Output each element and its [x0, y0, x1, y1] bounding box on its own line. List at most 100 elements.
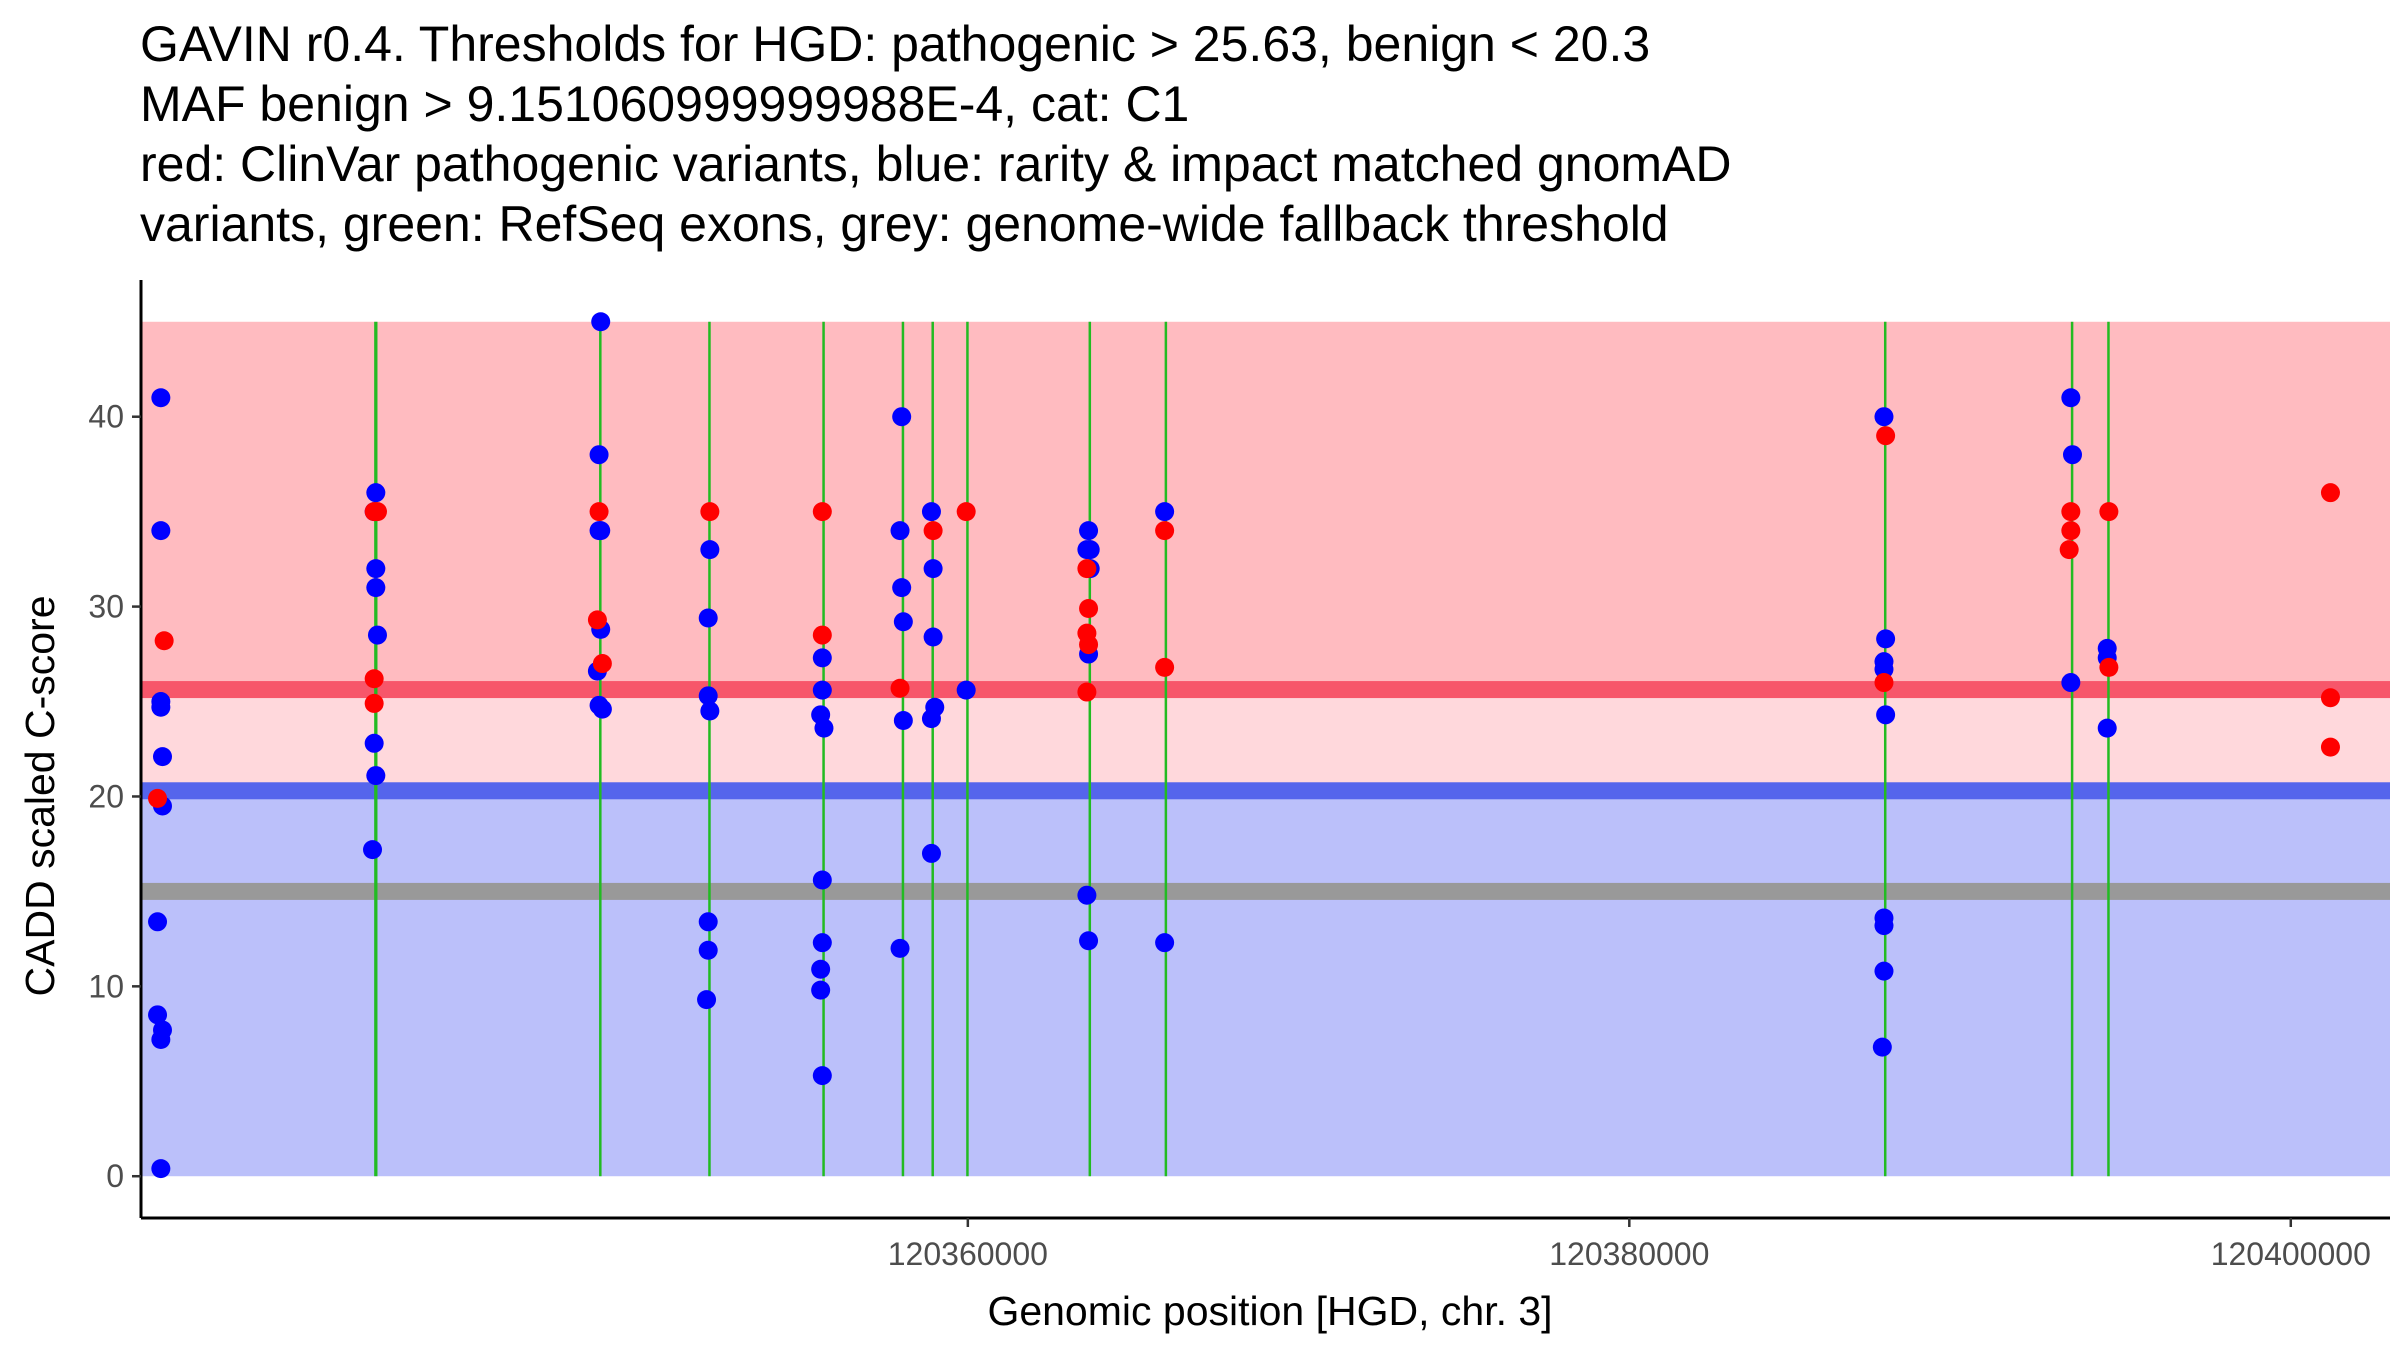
gnomad-point-58 [1080, 540, 1100, 560]
x-tick-label-1: 120380000 [1549, 1236, 1709, 1272]
exon-11 [2107, 321, 2110, 1177]
gnomad-point-62 [1079, 931, 1099, 951]
gnomad-point-75 [2062, 445, 2082, 465]
gnomad-point-73 [1872, 1037, 1892, 1057]
gnomad-point-12 [366, 483, 386, 503]
gnomad-point-79 [2097, 718, 2117, 738]
gnomad-point-69 [1876, 705, 1896, 725]
y-tick-label-3: 30 [88, 589, 124, 625]
gnomad-point-27 [700, 540, 720, 560]
x-axis-title: Genomic position [HGD, chr. 3] [987, 1288, 1552, 1334]
threshold-line-benign [141, 782, 2390, 800]
gnomad-point-76 [2061, 673, 2081, 693]
gnomad-point-54 [921, 843, 941, 863]
gnomad-point-61 [1077, 885, 1097, 905]
gnomad-point-71 [1874, 916, 1894, 936]
gnomad-point-16 [364, 733, 384, 753]
gnomad-point-3 [151, 697, 171, 717]
gnomad-point-34 [812, 648, 832, 668]
gnomad-point-63 [1155, 502, 1175, 522]
clinvar-point-7 [587, 610, 607, 630]
gnomad-point-45 [892, 578, 912, 598]
gnomad-point-66 [1876, 629, 1896, 649]
x-tick-label-2: 120400000 [2211, 1236, 2371, 1272]
gnomad-point-51 [923, 627, 943, 647]
region-pathogenic [141, 321, 2390, 690]
exon-5 [931, 321, 934, 1177]
chart-title: GAVIN r0.4. Thresholds for HGD: pathogen… [140, 14, 2380, 254]
gnomad-point-18 [363, 840, 383, 860]
gnomad-point-56 [1079, 521, 1099, 541]
gnomad-point-50 [923, 559, 943, 579]
exon-2 [708, 321, 711, 1177]
gnomad-point-28 [698, 608, 718, 628]
gnomad-point-53 [921, 709, 941, 729]
title-line-2: MAF benign > 9.151060999999988E-4, cat: … [140, 76, 1190, 132]
exon-3 [822, 321, 825, 1177]
y-tick-label-4: 40 [88, 399, 124, 435]
clinvar-point-11 [812, 625, 832, 645]
gnomad-point-26 [592, 699, 612, 719]
gnomad-point-6 [148, 912, 168, 932]
threshold-line-fallback [141, 882, 2390, 900]
gnomad-point-38 [812, 870, 832, 890]
y-tick-label-2: 20 [88, 778, 124, 814]
clinvar-point-24 [2061, 502, 2081, 522]
gnomad-point-10 [151, 1159, 171, 1179]
gnomad-point-46 [893, 612, 913, 632]
exon-8 [1164, 321, 1168, 1177]
gnomad-point-68 [1874, 659, 1894, 679]
clinvar-point-30 [2320, 688, 2340, 708]
title-line-4: variants, green: RefSeq exons, grey: gen… [140, 196, 1669, 252]
gnomad-point-0 [151, 388, 171, 408]
gnomad-point-55 [956, 680, 976, 700]
gnomad-point-40 [811, 959, 831, 979]
y-axis-title: CADD scaled C-score [17, 596, 63, 997]
clinvar-point-19 [1077, 682, 1097, 702]
clinvar-point-9 [700, 502, 720, 522]
gnomad-point-48 [890, 938, 910, 958]
clinvar-point-21 [1155, 657, 1175, 677]
gnomad-point-33 [697, 990, 717, 1010]
ticks: 0 10 20 30 40 120360000 120380000 120400000 [88, 399, 2370, 1272]
gnomad-point-41 [811, 980, 831, 1000]
exon-1 [599, 321, 602, 1177]
clinvar-points [148, 426, 2340, 808]
gnomad-point-7 [148, 1005, 168, 1025]
region-benign [141, 790, 2390, 1177]
exon-6 [966, 321, 969, 1177]
gnomad-point-1 [151, 521, 171, 541]
exon-10 [2070, 321, 2074, 1177]
clinvar-point-4 [364, 669, 384, 689]
region-uncertain [141, 689, 2390, 791]
gnomad-point-15 [367, 625, 387, 645]
title-line-3: red: ClinVar pathogenic variants, blue: … [140, 136, 1732, 192]
gnomad-point-72 [1874, 961, 1894, 981]
clinvar-point-6 [589, 502, 609, 522]
gnomad-point-35 [812, 680, 832, 700]
gnomad-point-4 [152, 747, 172, 767]
exon-4 [901, 321, 905, 1177]
clinvar-point-28 [2099, 657, 2119, 677]
x-tick-label-0: 120360000 [888, 1236, 1048, 1272]
gnomad-point-22 [591, 521, 611, 541]
clinvar-point-1 [148, 788, 168, 808]
gnomad-point-47 [893, 711, 913, 731]
clinvar-point-22 [1876, 426, 1896, 446]
gnomad-point-30 [700, 701, 720, 721]
exon-lines [374, 321, 2110, 1177]
clinvar-point-3 [367, 502, 387, 522]
clinvar-point-0 [154, 631, 174, 651]
clinvar-point-31 [2320, 737, 2340, 757]
clinvar-point-27 [2099, 502, 2119, 522]
clinvar-point-8 [592, 654, 612, 674]
clinvar-point-18 [1079, 635, 1099, 655]
y-tick-label-0: 0 [106, 1158, 124, 1194]
gnomad-point-9 [151, 1030, 171, 1050]
gnomad-point-13 [366, 559, 386, 579]
threshold-line-pathogenic [141, 681, 2390, 699]
clinvar-point-5 [364, 693, 384, 713]
clinvar-point-13 [923, 521, 943, 541]
exon-9 [1883, 321, 1887, 1177]
